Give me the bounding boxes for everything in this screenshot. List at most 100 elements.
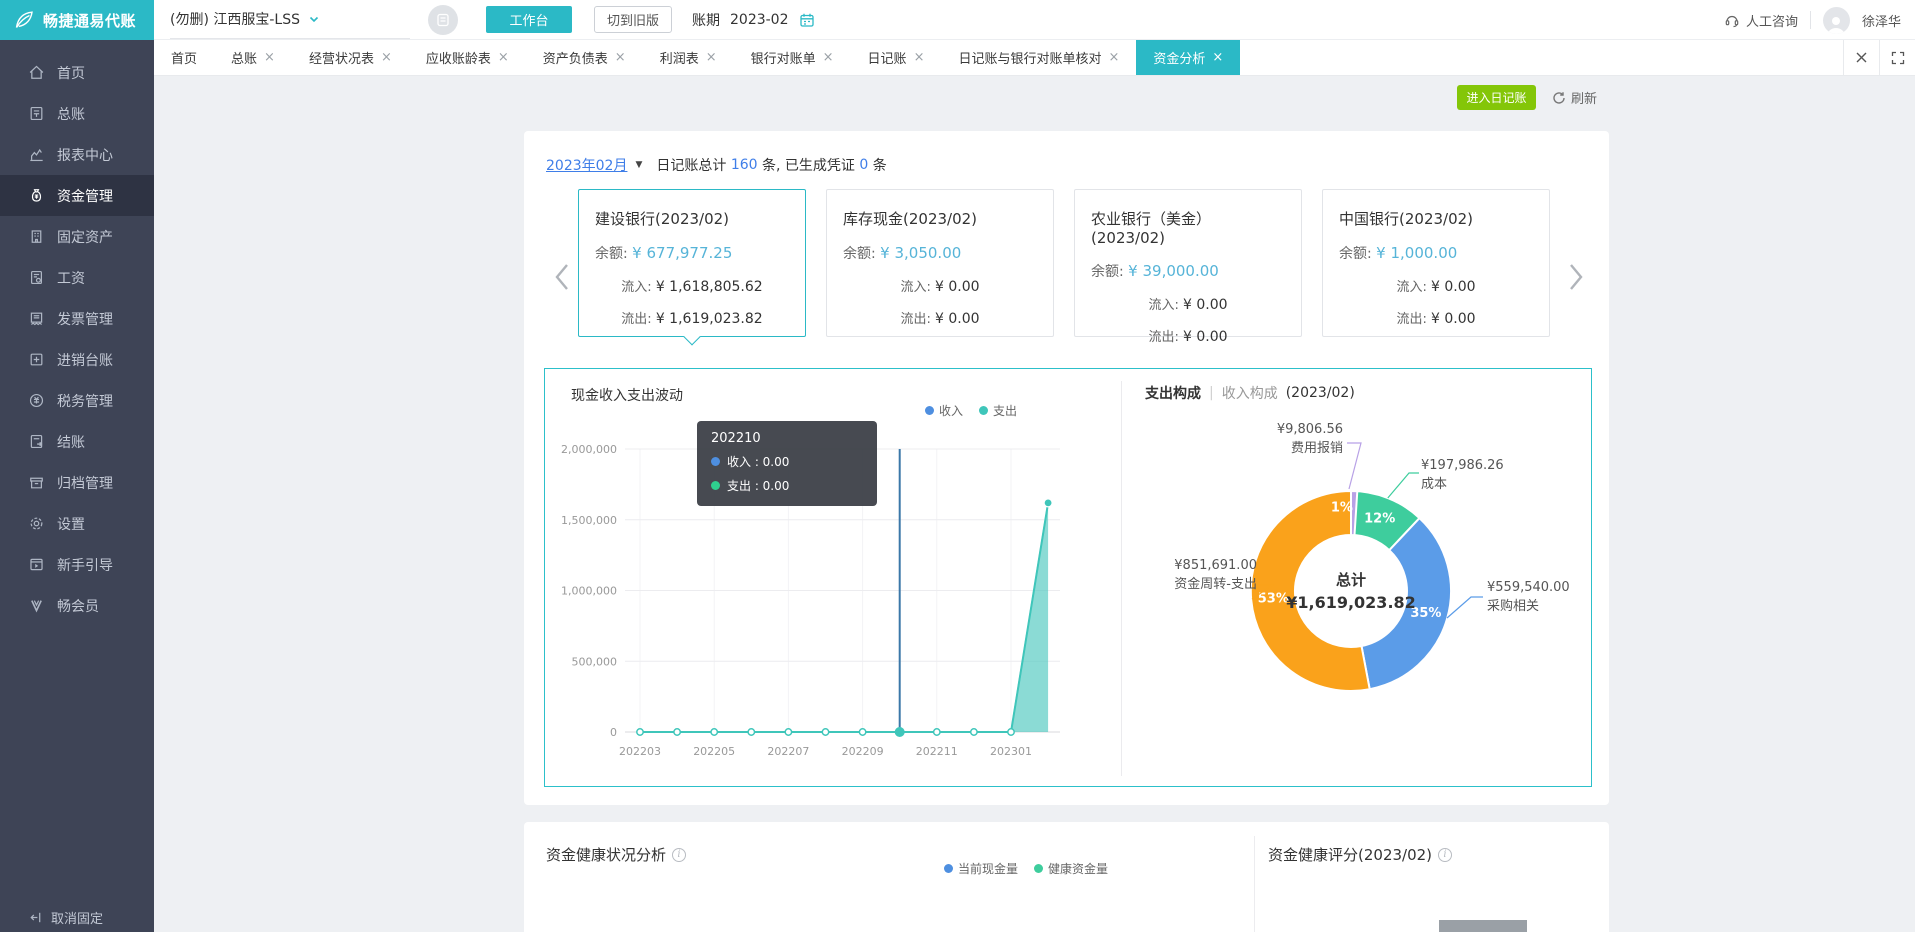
sidebar-item-archive[interactable]: 归档管理 xyxy=(0,462,154,503)
svg-text:202205: 202205 xyxy=(693,745,735,758)
tab-business-status[interactable]: 经营状况表 × xyxy=(292,40,409,75)
sidebar-item-guide[interactable]: 新手引导 xyxy=(0,544,154,585)
sidebar-item-general-ledger[interactable]: 总账 xyxy=(0,93,154,134)
sidebar-item-tax[interactable]: 税务管理 xyxy=(0,380,154,421)
info-icon[interactable]: i xyxy=(1438,847,1453,862)
username[interactable]: 徐泽华 xyxy=(1861,14,1901,30)
tab-balance-sheet[interactable]: 资产负债表 × xyxy=(526,40,643,75)
account-card[interactable]: 农业银行（美金）(2023/02) 余额: ¥ 39,000.00 流入: ¥ 0.… xyxy=(1074,189,1302,345)
fixed-assets-icon xyxy=(28,228,45,245)
support-label: 人工咨询 xyxy=(1745,14,1798,30)
close-tab-icon[interactable]: × xyxy=(1108,50,1120,65)
separator: | xyxy=(1209,385,1214,401)
archive-icon xyxy=(28,474,45,491)
expense-composition-tab[interactable]: 支出构成 xyxy=(1145,386,1201,402)
tabs: 首页 总账 × 经营状况表 × 应收账龄表 × 资产负债表 × 利润表 × 银行对账单 × 日记账 × 日记账… xyxy=(154,40,1843,75)
switch-old-version-button[interactable]: 切到旧版 xyxy=(594,6,672,33)
account-inflow: 流入: ¥ 0.00 xyxy=(900,279,980,295)
legend-item[interactable]: 收入 xyxy=(925,402,963,419)
account-title: 中国银行(2023/02) xyxy=(1339,210,1474,228)
sidebar-item-salary[interactable]: 工资 xyxy=(0,257,154,298)
sidebar-item-label: 新手引导 xyxy=(57,557,113,574)
member-icon xyxy=(28,597,45,614)
info-icon[interactable]: i xyxy=(672,847,687,862)
account-card[interactable]: 中国银行(2023/02) 余额: ¥ 1,000.00 流入: ¥ 0.00 流出:… xyxy=(1322,189,1550,337)
divider xyxy=(1121,381,1122,776)
close-all-tabs-button[interactable] xyxy=(1843,40,1879,75)
sidebar-item-report-center[interactable]: 报表中心 xyxy=(0,134,154,175)
workbench-button[interactable]: 工作台 xyxy=(486,6,572,33)
tab-label: 应收账龄表 xyxy=(425,52,491,67)
period-value[interactable]: 2023-02 xyxy=(730,11,789,28)
close-tab-icon[interactable]: × xyxy=(913,50,925,65)
tab-receivable-aging[interactable]: 应收账龄表 × xyxy=(409,40,526,75)
legend-item[interactable]: 当前现金量 xyxy=(944,860,1018,877)
sidebar-item-settings[interactable]: 设置 xyxy=(0,503,154,544)
close-tab-icon[interactable]: × xyxy=(264,50,275,65)
sidebar-item-label: 归档管理 xyxy=(57,475,113,492)
tab-funds-analysis[interactable]: 资金分析 × xyxy=(1136,40,1241,75)
memo-icon[interactable] xyxy=(428,4,458,35)
sidebar-item-fixed-assets[interactable]: 固定资产 xyxy=(0,216,154,257)
tab-label: 银行对账单 xyxy=(750,52,816,67)
close-tab-icon[interactable]: × xyxy=(497,50,509,65)
invoice-icon xyxy=(28,310,45,327)
close-tab-icon[interactable]: × xyxy=(705,50,717,65)
divider xyxy=(1809,11,1811,29)
journal-total-count: 160 xyxy=(730,157,758,173)
company-select[interactable]: (勿删) 江西服宝-LSS xyxy=(170,1,410,39)
tab-label: 首页 xyxy=(171,52,198,67)
caret-down-icon[interactable]: ▼ xyxy=(635,160,643,170)
calendar-icon[interactable] xyxy=(799,12,815,28)
sidebar-item-label: 结账 xyxy=(57,434,85,451)
tab-journal[interactable]: 日记账 × xyxy=(851,40,942,75)
next-accounts-button[interactable] xyxy=(1564,259,1588,295)
support-link[interactable]: 人工咨询 xyxy=(1724,11,1798,30)
close-tab-icon[interactable]: × xyxy=(380,50,392,65)
close-tab-icon[interactable]: × xyxy=(822,50,834,65)
journal-summary-row: 2023年02月 ▼ 日记账总计 160 条, 已生成凭证 0 条 xyxy=(546,155,887,175)
tab-label: 资产负债表 xyxy=(542,52,608,67)
account-outflow: 流出: ¥ 0.00 xyxy=(900,311,980,327)
sidebar-menu: 首页 总账 报表中心 资金管理 固定资产工资发票管理 进销台账税务管理结账归档管理设置新手… xyxy=(0,40,154,626)
prev-accounts-button[interactable] xyxy=(550,259,574,295)
tab-journal-bank-check[interactable]: 日记账与银行对账单核对 × xyxy=(941,40,1136,75)
sidebar: 畅捷通易代账 首页 总账 报表中心 资金管理 固定资产 工资 发票管理 进销台账 税务管理 结账归… xyxy=(0,0,154,932)
sidebar-item-closing[interactable]: 结账 xyxy=(0,421,154,462)
expense-donut-chart[interactable]: 12% ¥197,986.26 成本 35% ¥559,540.00 采购相关 53% ¥85… xyxy=(1121,369,1593,792)
sidebar-item-label: 税务管理 xyxy=(57,393,113,410)
sidebar-item-home[interactable]: 首页 xyxy=(0,52,154,93)
svg-text:53%: 53% xyxy=(1258,591,1289,606)
account-card[interactable]: 库存现金(2023/02) 余额: ¥ 3,050.00 流入: ¥ 0.00 流出:… xyxy=(826,189,1054,337)
svg-text:202301: 202301 xyxy=(990,745,1032,758)
company-name: (勿删) 江西服宝-LSS xyxy=(170,12,300,28)
account-card[interactable]: 建设银行(2023/02) 余额: ¥ 677,977.25 流入: ¥ 1,618… xyxy=(578,189,806,346)
voucher-label: 已生成凭证 xyxy=(784,158,855,174)
unpin-sidebar-button[interactable]: 取消固定 xyxy=(0,902,154,932)
avatar[interactable] xyxy=(1822,6,1850,34)
sidebar-item-invoice[interactable]: 发票管理 xyxy=(0,298,154,339)
tab-general-ledger[interactable]: 总账 × xyxy=(214,40,292,75)
refresh-button[interactable]: 刷新 xyxy=(1552,88,1597,107)
sidebar-item-inventory-ledger[interactable]: 进销台账 xyxy=(0,339,154,380)
enter-journal-button[interactable]: 进入日记账 xyxy=(1457,85,1536,110)
sidebar-item-funds[interactable]: 资金管理 xyxy=(0,175,154,216)
legend-item[interactable]: 支出 xyxy=(979,402,1017,419)
close-tab-icon[interactable]: × xyxy=(614,50,626,65)
tab-home[interactable]: 首页 xyxy=(154,40,214,75)
close-tab-icon[interactable]: × xyxy=(1212,50,1224,65)
sidebar-item-label: 工资 xyxy=(57,270,85,287)
journal-total-label: 日记账总计 xyxy=(656,158,727,174)
sidebar-item-member[interactable]: 畅会员 xyxy=(0,585,154,626)
legend-item[interactable]: 健康资金量 xyxy=(1034,860,1108,877)
svg-text:500,000: 500,000 xyxy=(572,655,618,668)
svg-text:费用报销: 费用报销 xyxy=(1291,441,1343,456)
fullscreen-icon[interactable] xyxy=(1879,40,1915,75)
tab-profit[interactable]: 利润表 × xyxy=(643,40,734,75)
svg-text:1%: 1% xyxy=(1331,501,1353,516)
tab-bank-statement[interactable]: 银行对账单 × xyxy=(734,40,851,75)
unit-text: 条 xyxy=(872,158,887,174)
svg-text:¥197,986.26: ¥197,986.26 xyxy=(1421,458,1504,473)
month-selector[interactable]: 2023年02月 xyxy=(546,158,628,174)
income-composition-tab[interactable]: 收入构成 xyxy=(1221,386,1278,402)
